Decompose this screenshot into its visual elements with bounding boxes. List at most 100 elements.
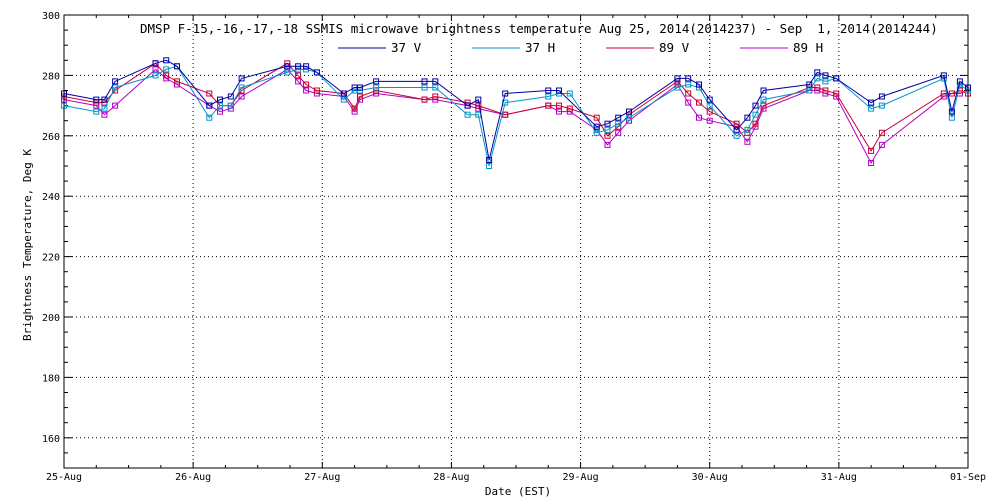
data-point-37-h <box>685 81 692 88</box>
data-point-89-v <box>814 84 821 91</box>
data-point-89-h <box>696 114 702 121</box>
data-point-89-v <box>752 120 759 127</box>
legend-label-89-v: 89 V <box>659 40 690 55</box>
data-point-37-v <box>295 63 302 70</box>
data-point-37-v <box>313 69 320 76</box>
data-point-37-h <box>545 93 552 100</box>
data-point-89-v <box>940 90 947 97</box>
data-series <box>61 57 971 169</box>
data-point-89-v <box>303 81 310 88</box>
data-point-37-v <box>674 75 681 82</box>
data-point-37-v <box>545 87 552 94</box>
data-point-37-h <box>744 126 751 133</box>
data-point-37-v <box>814 69 821 76</box>
data-point-37-v <box>217 96 223 103</box>
data-point-37-h <box>112 84 119 91</box>
data-point-89-h <box>303 87 310 94</box>
data-point-37-v <box>806 81 813 88</box>
data-point-37-v <box>464 102 471 109</box>
data-point-89-h <box>706 117 713 124</box>
data-point-37-h <box>868 105 875 112</box>
x-tick-label: 26-Aug <box>175 472 211 483</box>
data-point-37-v <box>303 63 310 70</box>
data-point-37-v <box>940 72 947 79</box>
data-point-89-h <box>238 93 245 100</box>
data-point-37-h <box>284 69 291 76</box>
data-point-89-v <box>351 105 358 112</box>
data-point-37-v <box>706 96 713 103</box>
data-point-37-h <box>93 108 100 115</box>
data-point-89-v <box>833 90 840 97</box>
y-tick-label: 300 <box>42 11 60 22</box>
data-point-37-h <box>566 90 573 97</box>
data-point-37-h <box>806 87 813 94</box>
data-point-37-v <box>833 75 840 82</box>
y-tick-label: 160 <box>42 434 60 445</box>
data-point-37-h <box>486 163 493 169</box>
data-point-37-h <box>752 111 759 118</box>
data-point-37-h <box>163 66 170 73</box>
x-tick-label: 25-Aug <box>46 472 82 483</box>
data-point-89-v <box>163 72 170 79</box>
data-point-37-v <box>604 120 611 127</box>
data-point-37-v <box>432 78 439 85</box>
y-tick-label: 240 <box>42 192 60 203</box>
legend-label-89-h: 89 H <box>793 40 823 55</box>
data-point-37-h <box>733 132 740 139</box>
data-point-89-v <box>556 102 562 109</box>
data-point-37-h <box>706 102 713 109</box>
data-point-89-v <box>948 90 955 97</box>
data-point-89-h <box>217 108 223 115</box>
data-point-37-v <box>93 96 100 103</box>
x-tick-label: 31-Aug <box>821 472 857 483</box>
data-point-89-v <box>733 120 740 127</box>
data-point-37-v <box>685 75 692 82</box>
y-tick-label: 180 <box>42 373 60 384</box>
data-point-37-v <box>760 87 767 94</box>
legend: 37 V 37 H 89 V 89 H <box>338 40 823 55</box>
grid-lines <box>64 15 968 468</box>
data-point-37-h <box>626 114 632 121</box>
data-point-37-h <box>878 102 885 109</box>
data-point-89-h <box>868 160 875 166</box>
data-point-37-v <box>733 126 740 133</box>
data-point-89-v <box>313 87 320 94</box>
data-point-37-v <box>502 90 509 97</box>
data-point-37-v <box>475 96 482 103</box>
data-point-37-v <box>373 78 380 85</box>
data-point-37-v <box>948 108 955 115</box>
data-point-89-v <box>760 102 767 109</box>
data-point-37-v <box>284 63 291 70</box>
data-point-89-h <box>685 99 692 106</box>
data-point-37-v <box>626 108 632 115</box>
data-point-37-h <box>822 78 829 85</box>
data-point-89-v <box>432 93 439 100</box>
data-point-37-h <box>206 114 213 121</box>
data-point-89-v <box>295 72 302 79</box>
data-point-37-v <box>238 75 245 82</box>
data-point-37-h <box>217 102 223 109</box>
data-point-37-v <box>101 96 108 103</box>
data-point-37-v <box>556 87 562 94</box>
legend-label-37-h: 37 H <box>525 40 555 55</box>
data-point-37-v <box>956 78 963 85</box>
y-tick-label: 220 <box>42 253 60 264</box>
data-point-89-h <box>152 66 159 73</box>
data-point-37-h <box>814 75 821 82</box>
y-tick-label: 260 <box>42 132 60 143</box>
data-point-37-v <box>744 114 751 121</box>
data-point-89-v <box>475 102 482 109</box>
data-point-37-h <box>432 84 439 91</box>
data-point-37-v <box>421 78 428 85</box>
data-point-89-h <box>432 96 439 103</box>
data-point-37-v <box>340 90 347 97</box>
x-tick-label: 28-Aug <box>433 472 469 483</box>
data-point-89-h <box>615 129 622 136</box>
series-line-37-v <box>63 59 969 161</box>
x-tick-label: 29-Aug <box>563 472 599 483</box>
data-point-89-v <box>357 93 363 100</box>
data-point-89-v <box>706 108 713 115</box>
data-point-89-v <box>604 132 611 139</box>
data-point-37-v <box>206 102 213 109</box>
data-point-89-h <box>878 141 885 148</box>
